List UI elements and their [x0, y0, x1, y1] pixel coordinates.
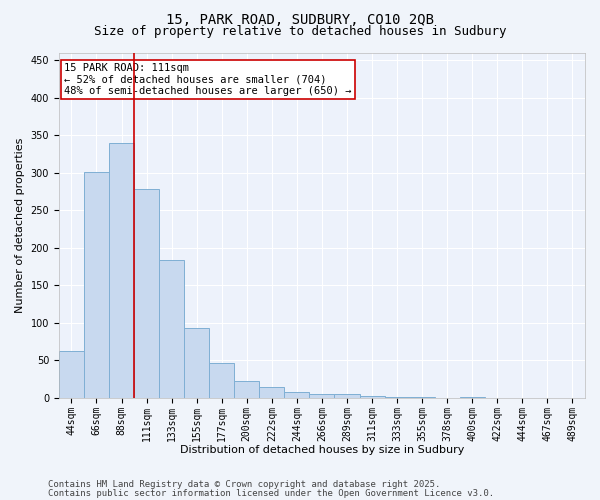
Bar: [59, 350, 84, 398]
Bar: [334, 394, 359, 398]
Bar: [84, 172, 109, 398]
Bar: [209, 364, 234, 398]
X-axis label: Distribution of detached houses by size in Sudbury: Distribution of detached houses by size …: [180, 445, 464, 455]
Text: 15, PARK ROAD, SUDBURY, CO10 2QB: 15, PARK ROAD, SUDBURY, CO10 2QB: [166, 12, 434, 26]
Bar: [234, 380, 259, 398]
Bar: [109, 142, 134, 398]
Text: Size of property relative to detached houses in Sudbury: Size of property relative to detached ho…: [94, 25, 506, 38]
Bar: [184, 328, 209, 398]
Bar: [385, 397, 410, 398]
Y-axis label: Number of detached properties: Number of detached properties: [15, 138, 25, 313]
Bar: [159, 260, 184, 398]
Bar: [359, 396, 385, 398]
Bar: [259, 388, 284, 398]
Bar: [284, 392, 310, 398]
Text: Contains HM Land Registry data © Crown copyright and database right 2025.: Contains HM Land Registry data © Crown c…: [48, 480, 440, 489]
Bar: [460, 397, 485, 398]
Text: 15 PARK ROAD: 111sqm
← 52% of detached houses are smaller (704)
48% of semi-deta: 15 PARK ROAD: 111sqm ← 52% of detached h…: [64, 63, 352, 96]
Bar: [134, 189, 159, 398]
Text: Contains public sector information licensed under the Open Government Licence v3: Contains public sector information licen…: [48, 488, 494, 498]
Bar: [410, 397, 434, 398]
Bar: [310, 394, 334, 398]
